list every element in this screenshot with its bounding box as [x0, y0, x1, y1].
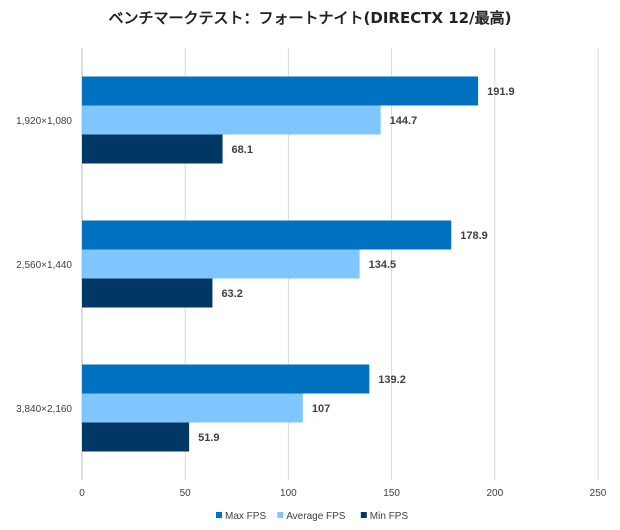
data-label: 144.7	[390, 115, 418, 127]
x-axis: 0 50 100 150 200 250	[79, 488, 607, 499]
legend-swatch	[216, 512, 222, 518]
legend-item: Min FPS	[370, 511, 409, 522]
category-label: 1,920×1,080	[16, 116, 72, 127]
bar-average-fps	[82, 105, 381, 135]
bar-average-fps	[82, 249, 360, 279]
data-label: 134.5	[369, 259, 397, 271]
data-labels: 191.9 144.7 68.1 178.9 134.5 63.2 139.2 107 51.9	[198, 86, 514, 444]
data-label: 191.9	[487, 86, 515, 98]
legend-item: Max FPS	[225, 511, 266, 522]
data-label: 139.2	[378, 374, 406, 386]
x-tick-label: 100	[280, 488, 297, 499]
bar-min-fps	[82, 422, 190, 452]
bar-min-fps	[82, 134, 223, 164]
x-tick-label: 200	[486, 488, 503, 499]
x-tick-label: 150	[383, 488, 400, 499]
bar-min-fps	[82, 278, 213, 308]
bar-max-fps	[82, 76, 479, 106]
category-label: 2,560×1,440	[16, 260, 72, 271]
chart-title: ベンチマークテスト：フォートナイト(DIRECTX 12/最高)	[109, 9, 512, 27]
category-axis: 1,920×1,080 2,560×1,440 3,840×2,160	[16, 116, 72, 415]
data-label: 63.2	[221, 288, 242, 300]
data-label: 51.9	[198, 432, 219, 444]
x-tick-label: 250	[590, 488, 607, 499]
bar-max-fps	[82, 364, 370, 394]
data-label: 68.1	[232, 144, 253, 156]
legend: Max FPS Average FPS Min FPS	[216, 511, 408, 522]
bar-max-fps	[82, 220, 452, 250]
legend-swatch	[360, 512, 367, 518]
legend-swatch	[277, 512, 284, 518]
bar-average-fps	[82, 393, 303, 423]
x-tick-label: 50	[180, 488, 192, 499]
bars	[82, 76, 479, 452]
data-label: 178.9	[460, 230, 488, 242]
legend-item: Average FPS	[286, 511, 346, 522]
x-tick-label: 0	[79, 488, 85, 499]
data-label: 107	[312, 403, 330, 415]
category-label: 3,840×2,160	[16, 404, 72, 415]
